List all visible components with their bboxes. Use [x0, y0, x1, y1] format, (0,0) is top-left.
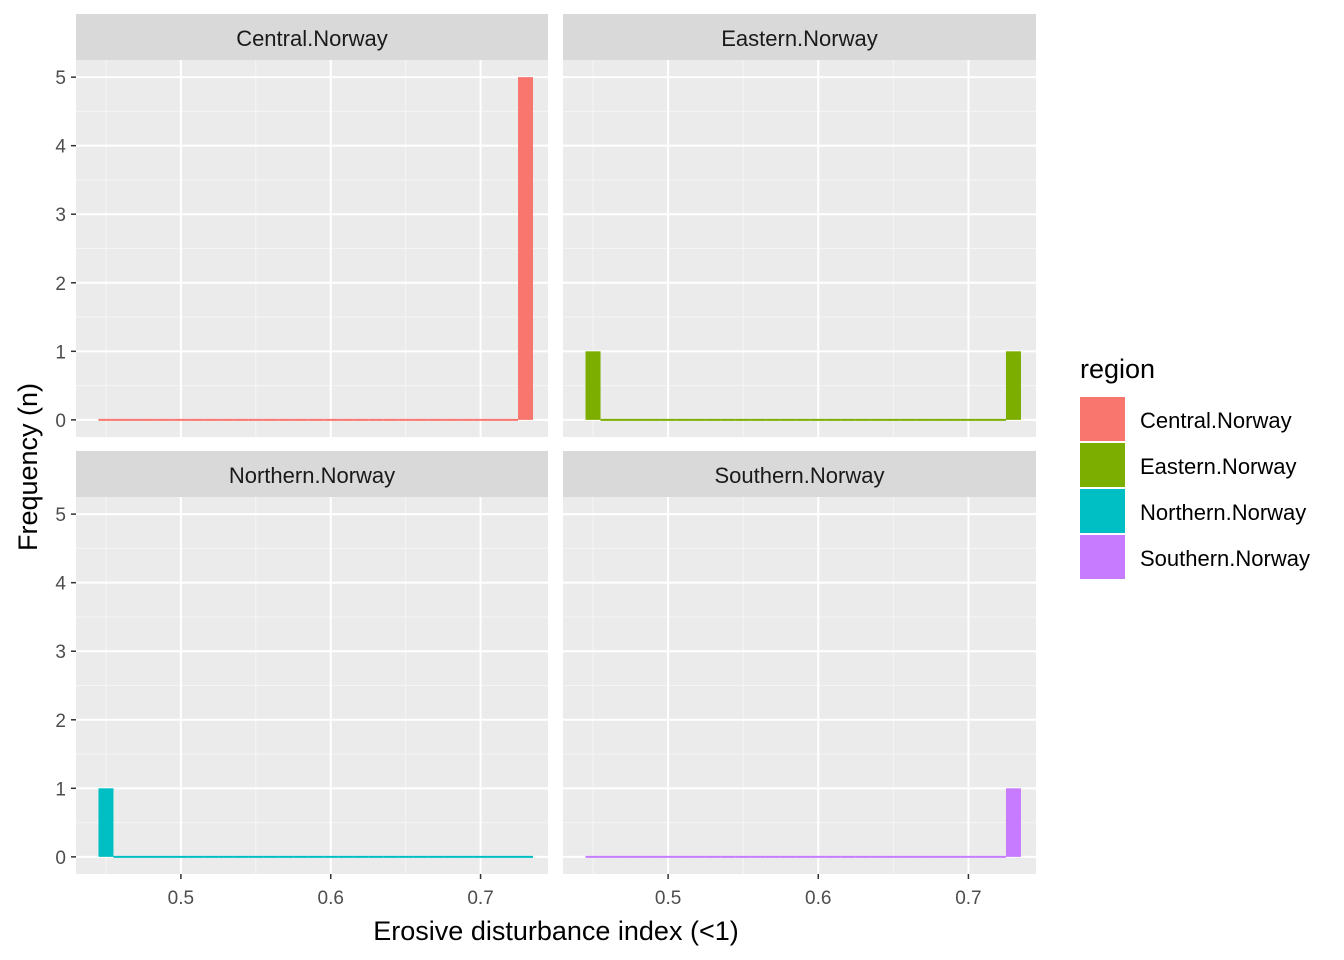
legend-label: Southern.Norway — [1140, 546, 1310, 571]
strip-label: Eastern.Norway — [721, 26, 878, 51]
y-tick-label: 4 — [55, 574, 66, 595]
y-tick-label: 0 — [55, 848, 66, 869]
histogram-bar — [98, 788, 114, 857]
panel-northern-norway: Northern.Norway 0 1 2 3 4 5 0.5 0.6 0.7 — [55, 451, 548, 909]
strip-label: Northern.Norway — [229, 463, 395, 488]
strip-label: Central.Norway — [236, 26, 388, 51]
strip-background — [563, 451, 1036, 497]
histogram-bar — [518, 77, 534, 420]
y-tick-label: 2 — [55, 274, 66, 295]
legend: region Central.Norway Eastern.Norway North… — [1080, 354, 1310, 579]
legend-label: Northern.Norway — [1140, 500, 1306, 525]
x-tick-label: 0.5 — [655, 888, 681, 909]
legend-label: Eastern.Norway — [1140, 454, 1297, 479]
strip-background — [76, 451, 548, 497]
legend-title: region — [1080, 354, 1155, 384]
panel-eastern-norway: Eastern.Norway — [563, 14, 1036, 437]
strip-background — [76, 14, 548, 60]
y-tick-label: 4 — [55, 137, 66, 158]
histogram-bar — [1005, 351, 1021, 420]
histogram-bar — [585, 351, 601, 420]
histogram-bar — [1005, 788, 1021, 857]
y-tick-label: 5 — [55, 505, 66, 526]
y-tick-label: 3 — [55, 205, 66, 226]
y-axis-title: Frequency (n) — [13, 383, 43, 551]
x-tick-label: 0.5 — [168, 888, 194, 909]
strip-background — [563, 14, 1036, 60]
panels-layer: Central.Norway 0 1 2 3 4 5 Eastern.Norway Northe… — [55, 14, 1036, 909]
strip-label: Southern.Norway — [715, 463, 885, 488]
legend-key — [1080, 443, 1125, 487]
legend-label: Central.Norway — [1140, 408, 1292, 433]
x-axis-title: Erosive disturbance index (<1) — [373, 916, 738, 946]
legend-key — [1080, 397, 1125, 441]
y-tick-label: 1 — [55, 779, 66, 800]
y-tick-label: 1 — [55, 342, 66, 363]
legend-key — [1080, 489, 1125, 533]
y-tick-label: 3 — [55, 642, 66, 663]
x-tick-label: 0.6 — [318, 888, 344, 909]
panel-southern-norway: Southern.Norway 0.5 0.6 0.7 — [563, 451, 1036, 909]
x-tick-label: 0.7 — [467, 888, 493, 909]
legend-items: Central.Norway Eastern.Norway Northern.Nor… — [1080, 397, 1310, 579]
panel-central-norway: Central.Norway 0 1 2 3 4 5 — [55, 14, 548, 437]
x-tick-label: 0.6 — [805, 888, 831, 909]
x-tick-label: 0.7 — [955, 888, 981, 909]
legend-key — [1080, 535, 1125, 579]
y-tick-label: 2 — [55, 711, 66, 732]
y-tick-label: 0 — [55, 411, 66, 432]
y-tick-label: 5 — [55, 68, 66, 89]
